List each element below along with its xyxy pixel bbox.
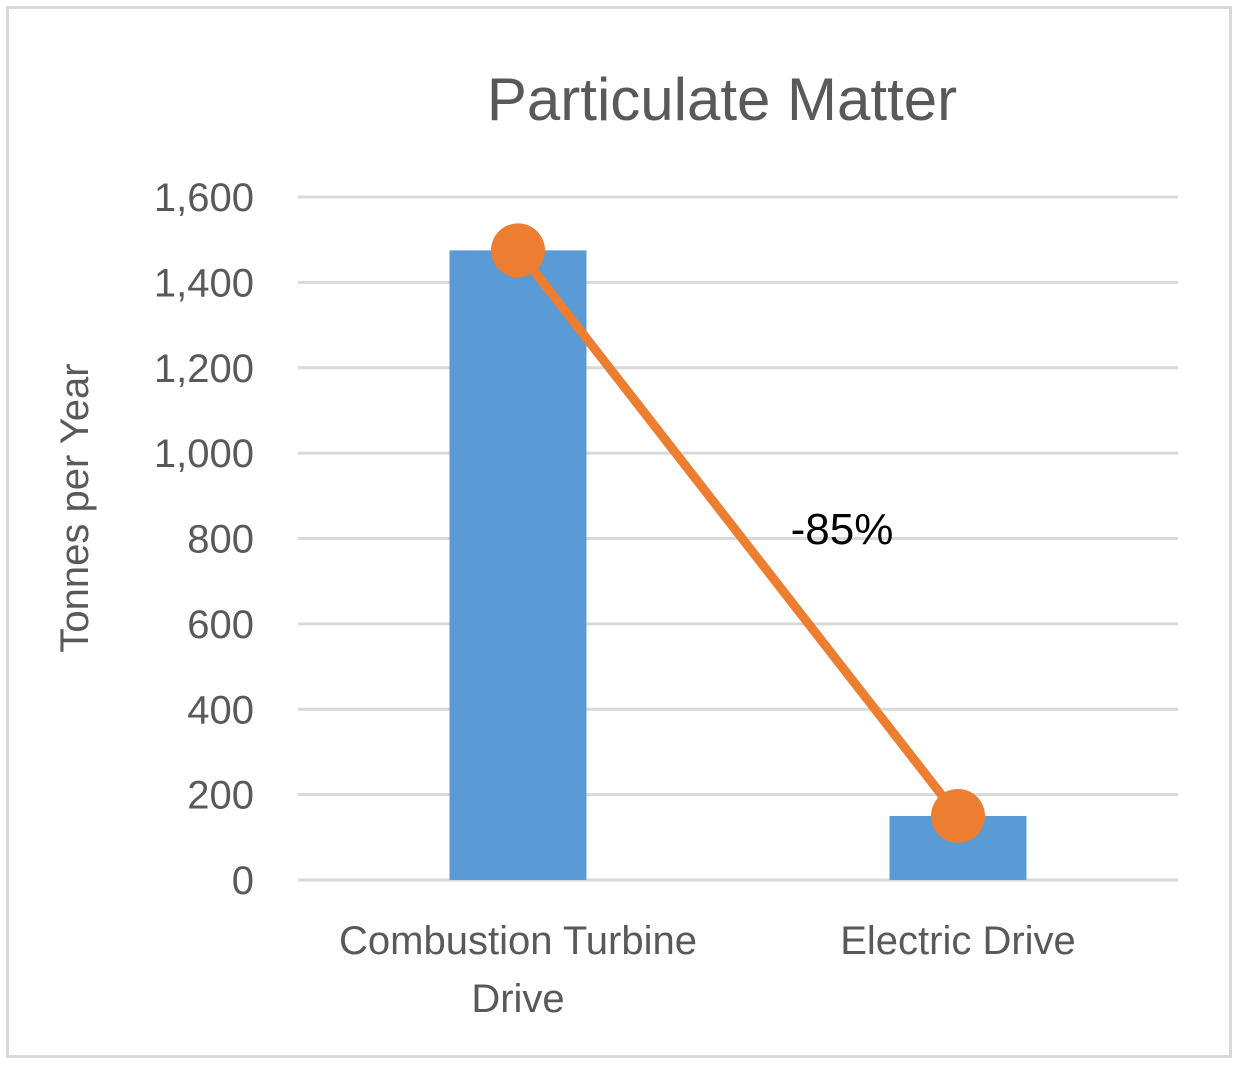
y-tick-label: 600 — [187, 603, 254, 647]
y-tick-label: 800 — [187, 518, 254, 562]
y-tick-label: 1,400 — [154, 261, 254, 305]
y-tick-label: 0 — [232, 859, 254, 903]
percent-change-annotation: -85% — [791, 505, 894, 554]
trend-line-marker — [931, 788, 985, 843]
y-tick-labels: 0 200 400 600 800 1,000 1,200 1,400 1,600 — [154, 176, 254, 903]
y-tick-label: 400 — [187, 688, 254, 732]
y-axis-label: Tonnes per Year — [53, 363, 97, 652]
trend-line — [491, 223, 985, 843]
chart-title: Particulate Matter — [487, 66, 957, 133]
trend-line-marker — [491, 223, 545, 278]
bar — [449, 250, 587, 880]
gridlines — [298, 195, 1178, 882]
y-tick-label: 200 — [187, 774, 254, 818]
x-category-label: Electric Drive — [840, 919, 1076, 963]
x-category-label: Drive — [471, 977, 564, 1021]
x-category-label: Combustion Turbine — [339, 919, 697, 963]
chart-frame — [6, 6, 1232, 1058]
y-tick-label: 1,200 — [154, 347, 254, 391]
trend-line-segment — [513, 245, 963, 821]
y-tick-label: 1,000 — [154, 432, 254, 476]
x-category-labels: Combustion Turbine Drive Electric Drive — [339, 919, 1076, 1021]
y-tick-label: 1,600 — [154, 176, 254, 220]
